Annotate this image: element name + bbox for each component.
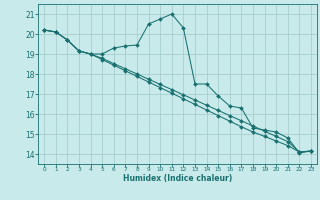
- X-axis label: Humidex (Indice chaleur): Humidex (Indice chaleur): [123, 174, 232, 183]
